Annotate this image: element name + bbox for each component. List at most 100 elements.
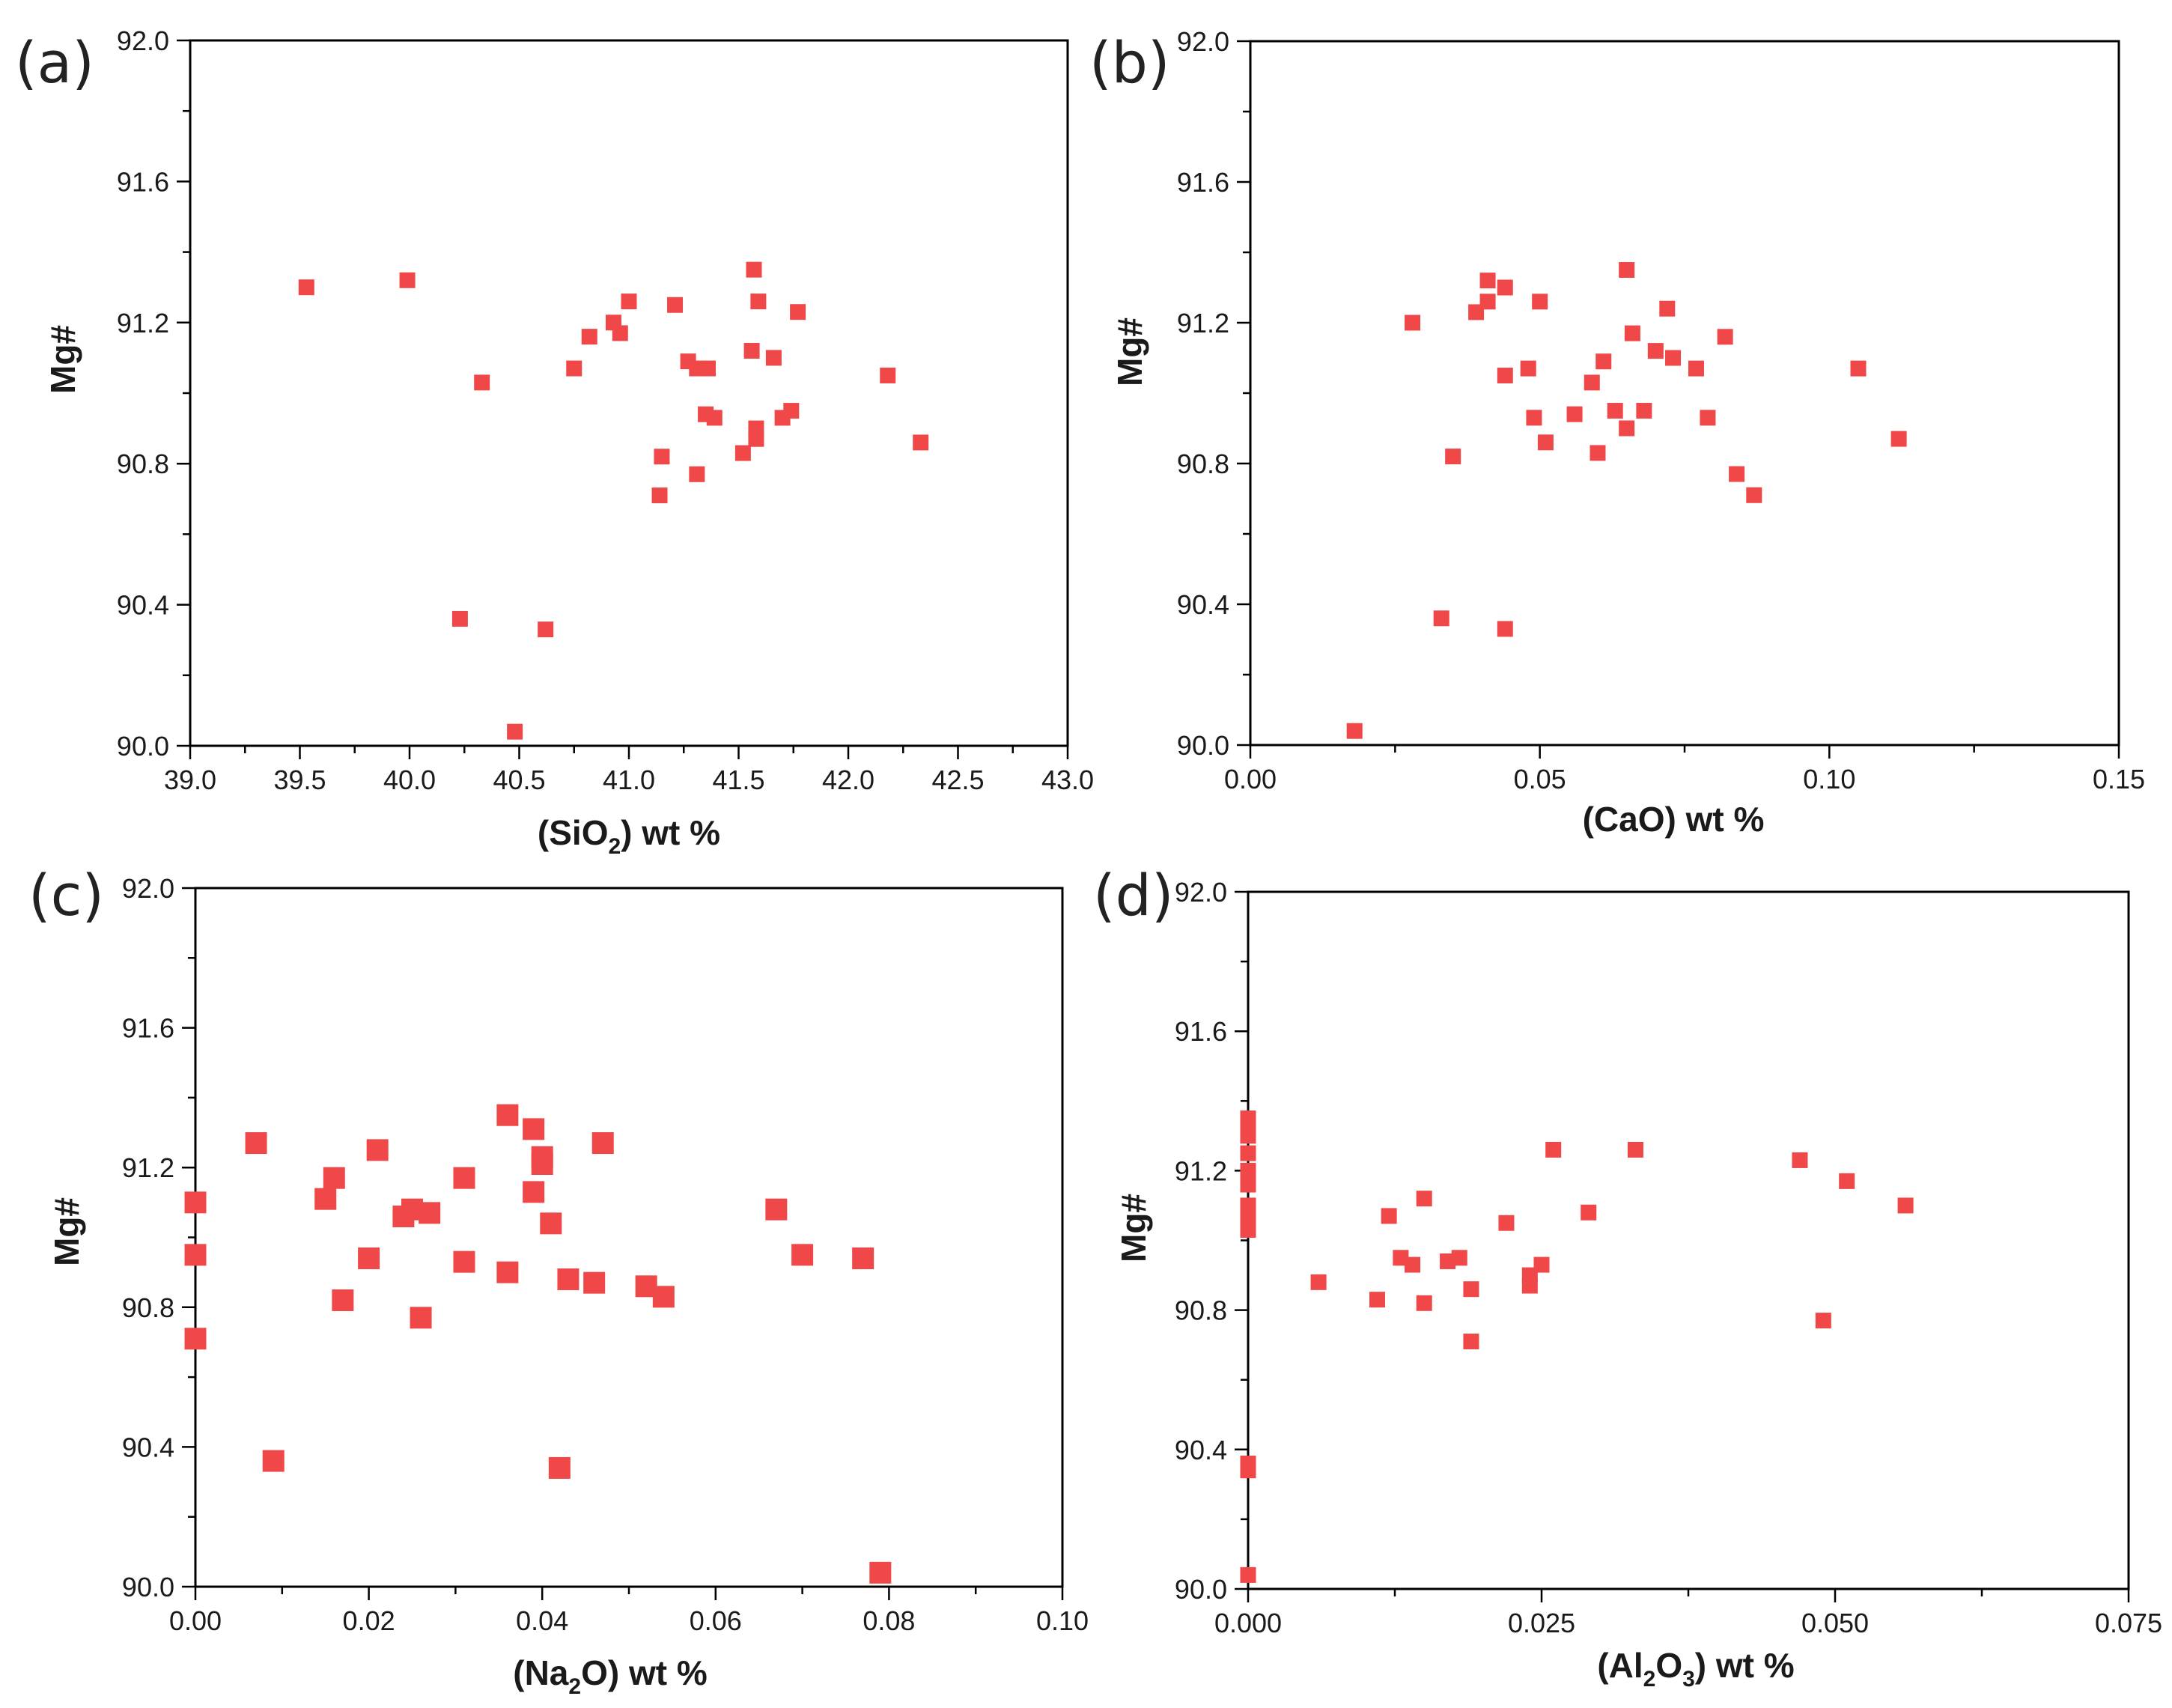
x-tick-label: 0.04 <box>516 1605 568 1636</box>
data-point <box>245 1132 267 1155</box>
y-tick-label: 91.6 <box>117 166 169 197</box>
data-point <box>1839 1173 1855 1189</box>
x-tick-label: 39.5 <box>273 765 326 795</box>
data-point <box>743 342 760 359</box>
data-point <box>184 1244 207 1266</box>
x-tick-label: 40.5 <box>493 765 545 795</box>
data-point <box>699 360 716 377</box>
data-point <box>184 1191 207 1214</box>
x-tick-label: 41.5 <box>712 765 764 795</box>
x-axis-title-subscript: 2 <box>608 834 621 859</box>
data-point <box>451 610 468 627</box>
x-axis-title: (Al2O3) wt % <box>1597 1646 1794 1692</box>
data-point <box>791 1244 814 1266</box>
panel-c: (c) 0.00 0.02 0.04 0.06 0.08 0.10 90.0 90.4 90.8 9… <box>28 862 1089 1699</box>
x-axis-title-text: (Al <box>1597 1646 1643 1685</box>
data-point <box>591 1132 614 1155</box>
data-point <box>1717 329 1733 345</box>
x-tick-label: 0.05 <box>1514 764 1566 794</box>
data-point <box>1498 1215 1515 1231</box>
data-point <box>734 445 751 461</box>
x-tick-label: 42.0 <box>822 765 874 795</box>
x-axis-title: (CaO) wt % <box>1583 800 1765 839</box>
data-point <box>314 1188 337 1210</box>
data-point <box>523 1118 545 1140</box>
y-tick-label: 90.4 <box>1177 589 1229 620</box>
data-point <box>1445 449 1461 465</box>
data-point <box>1590 445 1606 461</box>
x-tick-label: 0.050 <box>1801 1608 1869 1638</box>
x-tick-label: 0.000 <box>1214 1608 1282 1638</box>
data-point <box>652 1286 675 1308</box>
data-point <box>1497 368 1513 383</box>
x-axis-title-subscript: 3 <box>1682 1667 1695 1692</box>
data-point <box>1636 403 1652 419</box>
data-point <box>1595 353 1612 370</box>
panel-label: (a) <box>15 29 94 96</box>
y-axis-title: Mg# <box>1110 317 1149 386</box>
y-tick-label: 91.2 <box>117 308 169 338</box>
data-point <box>1369 1292 1385 1308</box>
data-point <box>538 621 554 638</box>
data-point <box>1497 279 1513 296</box>
data-point <box>496 1104 519 1126</box>
y-tick-label: 91.6 <box>1175 1016 1227 1047</box>
data-point <box>1416 1295 1432 1311</box>
data-point <box>1381 1208 1397 1224</box>
data-point <box>410 1307 432 1329</box>
x-tick-label: 0.10 <box>1036 1605 1089 1636</box>
data-point <box>783 403 800 419</box>
data-point <box>1240 1162 1256 1179</box>
x-tick-label: 0.02 <box>343 1605 395 1636</box>
data-point <box>750 294 767 310</box>
y-axis-title: Mg# <box>43 325 82 394</box>
data-point <box>399 272 416 288</box>
data-point <box>1607 403 1623 419</box>
data-point <box>531 1153 553 1176</box>
y-tick-label: 90.4 <box>117 590 169 621</box>
x-axis-title: (Na2O) wt % <box>513 1653 707 1699</box>
data-point <box>790 304 806 320</box>
y-axis-title: Mg# <box>1114 1194 1153 1262</box>
data-point <box>1433 610 1449 627</box>
y-tick-label: 91.6 <box>122 1013 174 1044</box>
data-point <box>1497 621 1513 637</box>
data-point <box>1584 374 1600 391</box>
x-tick-label: 0.025 <box>1508 1608 1575 1638</box>
data-point <box>1659 300 1676 317</box>
y-tick-label: 90.0 <box>122 1572 174 1602</box>
data-point <box>765 350 782 366</box>
x-axis-title-text: (SiO <box>538 813 609 852</box>
data-point <box>667 297 684 313</box>
data-point <box>746 261 762 278</box>
x-axis-title-text: O) wt % <box>581 1653 708 1692</box>
data-point <box>332 1289 354 1311</box>
y-tick-label: 92.0 <box>1175 877 1227 908</box>
data-point <box>869 1561 892 1584</box>
plot-frame <box>194 887 1064 1588</box>
y-tick-label: 92.0 <box>1177 26 1229 57</box>
data-point <box>1533 1256 1550 1273</box>
data-point <box>1526 410 1542 426</box>
data-point <box>1792 1152 1808 1168</box>
data-point <box>1405 1256 1421 1273</box>
data-point <box>496 1261 519 1283</box>
data-point <box>1815 1313 1831 1329</box>
data-point <box>1240 1462 1256 1479</box>
panel-a: (a) 39.0 39.5 40.0 40.5 41.0 41.5 42.0 42.5 43.0 9… <box>15 25 1094 859</box>
data-point <box>1416 1191 1432 1207</box>
data-point <box>1729 466 1745 482</box>
x-tick-label: 0.10 <box>1803 764 1855 794</box>
data-point <box>748 431 764 447</box>
x-axis-title-subscript: 2 <box>568 1674 581 1699</box>
y-tick-label: 91.6 <box>1177 167 1229 198</box>
data-point <box>1566 406 1583 422</box>
x-axis-title-text: ) wt % <box>1695 1646 1795 1685</box>
data-point <box>612 325 628 341</box>
y-tick-label: 90.0 <box>1177 730 1229 761</box>
data-point <box>1647 343 1664 359</box>
data-point <box>1240 1128 1256 1144</box>
data-point <box>1310 1274 1327 1290</box>
panel-b: (b) 0.00 0.05 0.10 0.15 90.0 90.4 90.8 91.2 91.6 9… <box>1089 26 2145 839</box>
